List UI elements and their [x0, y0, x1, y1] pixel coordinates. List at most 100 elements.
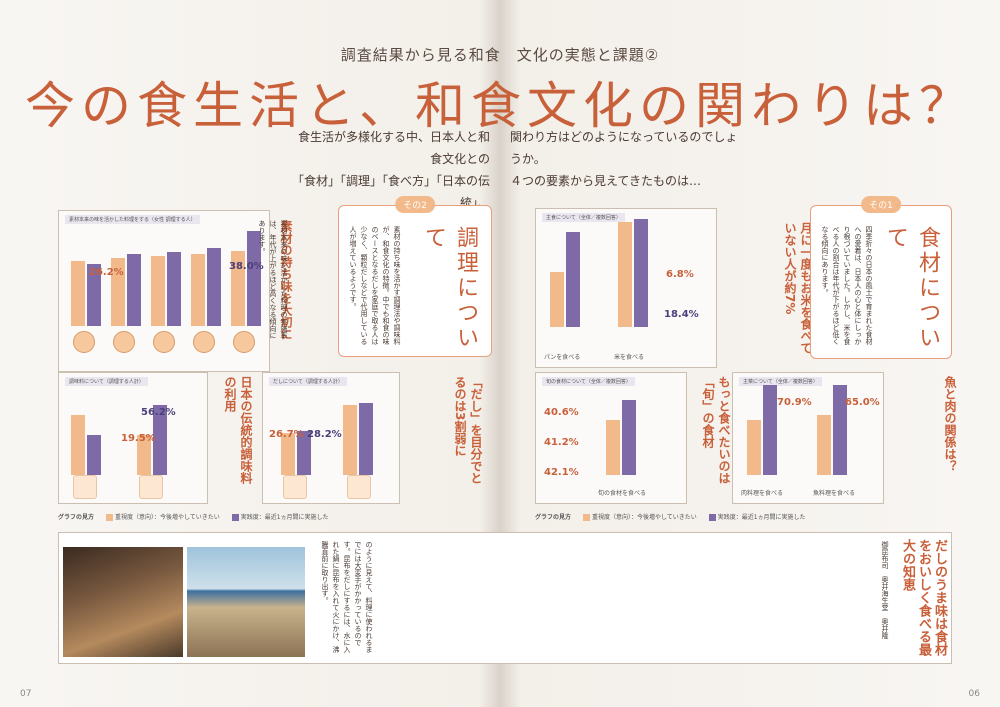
- lead-left: 食生活が多様化する中、日本人と和食文化との 「食材」「調理」「食べ方」「日本の伝…: [290, 126, 490, 214]
- seasoning-bottles-thumb: [139, 475, 163, 499]
- chart-bar: [566, 232, 580, 327]
- lead-right-line1: 関わり方はどのようになっているのでしょうか。: [510, 130, 738, 166]
- chart-bar: [231, 251, 245, 326]
- chart3-heading: 「だし」を目分でとるのは3割弱に: [453, 376, 483, 484]
- chart-bar: [817, 415, 831, 475]
- avatar: [233, 331, 255, 353]
- legend-swatch-orange: [105, 514, 113, 521]
- chart-x-label: 旬の食材を食べる: [598, 490, 647, 497]
- chart-bar: [281, 433, 295, 475]
- chart-seasonal: 旬の食材について（全体／複数回答） 40.6% 41.2% 42.1% 旬の食材…: [535, 372, 687, 504]
- chart-title: 主菜について（全体／複数回答）: [739, 377, 822, 386]
- chart-bar: [167, 252, 181, 326]
- lead-right: 関わり方はどのようになっているのでしょうか。 ４つの要素から見えてきたものは…: [510, 126, 740, 192]
- chart-bar: [87, 435, 101, 475]
- chart-x-label: 肉料理を食べる: [741, 490, 784, 497]
- data-label: 19.5%: [121, 433, 156, 444]
- avatar: [113, 331, 135, 353]
- chart-bar: [297, 431, 311, 475]
- section-label: 調理について: [421, 226, 478, 351]
- chart-bar: [747, 420, 761, 475]
- data-label: 40.6%: [544, 407, 579, 418]
- chart-title: だしについて（調理する人計）: [269, 377, 347, 386]
- avatar: [193, 331, 215, 353]
- avatar: [73, 331, 95, 353]
- chart-bar: [634, 219, 648, 327]
- kombu-worker-photo: [63, 547, 183, 657]
- chart-title: 主食について（全体／複数回答）: [542, 213, 625, 222]
- column-box: のように見えて、料理に使われるまでには大変手がかかっているのです。昆布をだしにす…: [58, 532, 952, 664]
- data-label: 26.7%: [269, 429, 304, 440]
- legend-swatch-orange: [582, 514, 590, 521]
- data-label: 18.4%: [664, 309, 699, 320]
- chart-bar: [111, 258, 125, 326]
- data-label: 6.8%: [666, 269, 694, 280]
- column-author: 御昆布司 奥井海生堂 奥井隆: [881, 541, 889, 639]
- legend-title: グラフの見方: [58, 514, 95, 521]
- legend-orange: 重視度（意向）：今後増やしていきたい: [591, 514, 697, 521]
- legend-swatch-purple: [231, 514, 239, 521]
- chart-title: 旬の食材について（全体／複数回答）: [542, 377, 635, 386]
- section-tag: その2: [395, 196, 435, 213]
- beach-photo: [187, 547, 305, 657]
- page-number-right: 06: [968, 689, 980, 699]
- legend-purple: 実践度：最近1ヵ月間に実施した: [240, 514, 329, 521]
- chart-bar: [127, 254, 141, 326]
- chart-bar: [247, 231, 261, 326]
- granule-dashi-thumb: [347, 475, 371, 499]
- data-label: 70.9%: [777, 397, 812, 408]
- page-number-left: 07: [20, 689, 32, 699]
- chart-bar: [137, 435, 151, 475]
- chart-bar: [153, 405, 167, 475]
- chart-x-label: 米を食べる: [614, 354, 645, 361]
- chart-bar: [622, 400, 636, 475]
- section-text: 四季折々の日本の風土で育まれた食材への愛着は、日本人の心と体にしっかり根づいてい…: [821, 226, 873, 345]
- section-box-cooking: その2 調理について 素材の持ち味を活かす調理法や調味料が、和食文化の特徴。中で…: [338, 196, 492, 357]
- column-heading: だしのうま味は食材をおいしく食べる最大の知恵: [900, 539, 947, 656]
- butter-ketchup-thumb: [73, 475, 97, 499]
- data-label: 65.0%: [845, 397, 880, 408]
- page-title: 今の食生活と、和食文化の関わりは？: [25, 77, 975, 135]
- section-box-ingredients: その1 食材について 四季折々の日本の風土で育まれた食材への愛着は、日本人の心と…: [810, 196, 952, 359]
- chart-bar: [71, 261, 85, 326]
- staple-heading: 月に一度もお米を食べていない人が約7%: [783, 222, 813, 354]
- chart1-text: 素材本来の味を活かした料理の実施率は、年代が上がるほど高くなる傾向にあります。: [258, 220, 288, 339]
- legend-purple: 実践度：最近1ヵ月間に実施した: [717, 514, 806, 521]
- section-label: 食材について: [883, 226, 940, 351]
- chart-dashi: だしについて（調理する人計） 26.7% 28.2%: [262, 372, 400, 504]
- chart-seasoning: 調味料について（調理する人計） 19.5% 56.2%: [58, 372, 208, 504]
- chart-bar: [550, 272, 564, 327]
- legend-swatch-purple: [708, 514, 716, 521]
- data-label: 28.2%: [307, 429, 342, 440]
- chart-main-dish: 主菜について（全体／複数回答） 70.9% 65.0% 肉料理を食べる 魚料理を…: [732, 372, 884, 504]
- chart-bar: [359, 403, 373, 475]
- chart-bar: [343, 405, 357, 475]
- page-subtitle: 調査結果から見る和食 文化の実態と課題②: [340, 46, 660, 64]
- section-tag: その1: [861, 196, 901, 213]
- kombu-thumb: [283, 475, 307, 499]
- chart2-heading: 日本の伝統的調味料の利用: [223, 376, 253, 484]
- column-text: のように見えて、料理に使われるまでには大変手がかかっているのです。昆布をだしにす…: [321, 541, 373, 653]
- chart-bar: [191, 254, 205, 326]
- chart-bar: [833, 385, 847, 475]
- chart-x-label: パンを食べる: [544, 354, 581, 361]
- seasonal-heading: もっと食べたいのは「旬」の食材: [701, 376, 731, 484]
- chart-bar: [606, 420, 620, 475]
- lead-right-line2: ４つの要素から見えてきたものは…: [510, 174, 702, 188]
- chart-title: 素材本来の味を活かした料理をする（女性 調理する人）: [65, 215, 200, 224]
- data-label: 26.2%: [89, 267, 124, 278]
- section-text: 素材の持ち味を活かす調理法や調味料が、和食文化の特徴。中でも和食の味のベースとな…: [349, 226, 401, 345]
- data-label: 41.2%: [544, 437, 579, 448]
- chart-bar: [618, 222, 632, 327]
- chart-title: 調味料について（調理する人計）: [65, 377, 148, 386]
- chart-bar: [207, 248, 221, 326]
- data-label: 56.2%: [141, 407, 176, 418]
- chart-bar: [151, 256, 165, 326]
- chart-x-label: 魚料理を食べる: [813, 490, 856, 497]
- chart1-heading: 素材の持ち味を大切に: [279, 220, 293, 340]
- chart-staple: 主食について（全体／複数回答） 6.8% 18.4% パンを食べる 米を食べる: [535, 208, 717, 368]
- main-dish-heading: 魚と肉の関係は？: [943, 376, 957, 472]
- chart-legend: グラフの見方 重視度（意向）：今後増やしていきたい 実践度：最近1ヵ月間に実施し…: [58, 512, 329, 521]
- chart-bar: [71, 415, 85, 475]
- lead-left-line1: 食生活が多様化する中、日本人と和食文化との: [297, 130, 490, 166]
